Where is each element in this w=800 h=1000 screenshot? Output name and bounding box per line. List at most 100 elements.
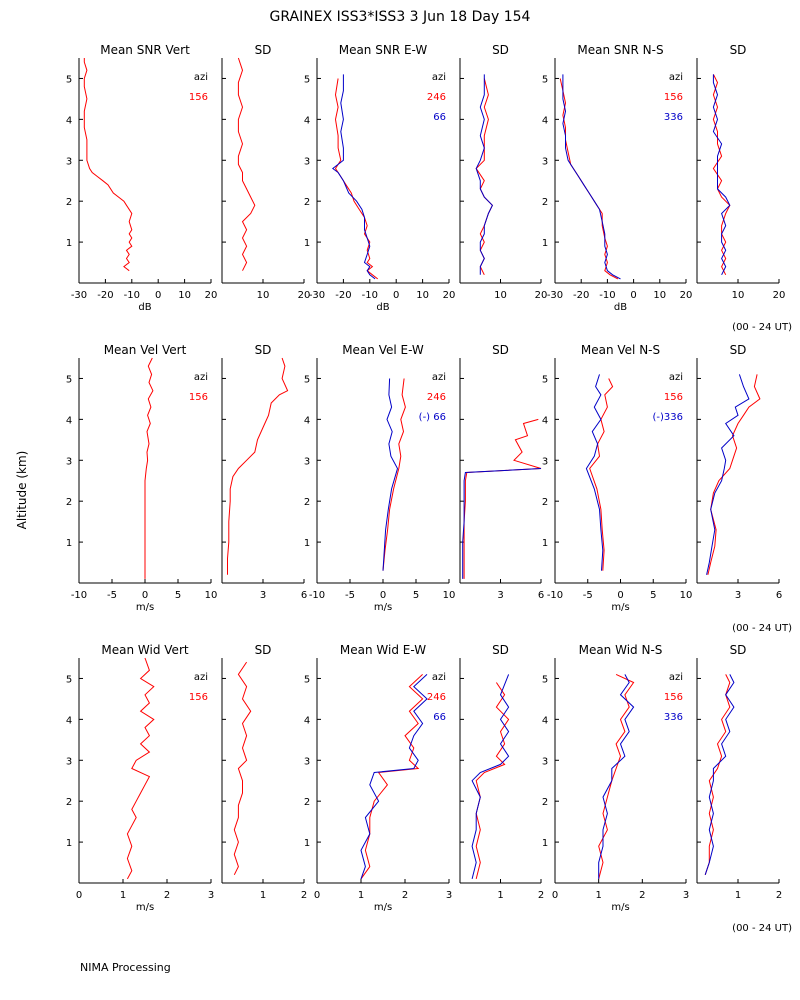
x-tick-label: 0 bbox=[630, 290, 636, 301]
x-tick-label: -10 bbox=[547, 590, 563, 601]
y-tick-label: 3 bbox=[304, 456, 310, 467]
y-tick-label: 3 bbox=[304, 756, 310, 767]
series-line-blue bbox=[462, 468, 542, 579]
y-tick-label: 5 bbox=[304, 374, 310, 385]
x-tick-label: 20 bbox=[680, 290, 693, 301]
y-tick-label: 2 bbox=[542, 797, 548, 808]
x-tick-label: 2 bbox=[402, 890, 408, 901]
y-tick-label: 4 bbox=[542, 415, 548, 426]
legend-azi-label: azi bbox=[669, 72, 683, 83]
y-tick-label: 1 bbox=[542, 238, 548, 249]
panel-title: SD bbox=[730, 643, 747, 657]
x-axis-label: dB bbox=[614, 302, 627, 313]
panel-wid-1: 1 2 3 4 5 0 1 2 3 Mean Wid Vert m/s azi 156 bbox=[66, 643, 214, 913]
x-tick-label: 0 bbox=[155, 290, 161, 301]
x-axis-label: dB bbox=[376, 302, 389, 313]
series-line-blue bbox=[712, 74, 731, 276]
series-line-red bbox=[233, 661, 252, 876]
legend-azi-label: azi bbox=[432, 372, 446, 383]
y-tick-label: 3 bbox=[304, 156, 310, 167]
x-tick-label: 10 bbox=[680, 590, 693, 601]
panel-vel-1: 1 2 3 4 5 -10 -5 0 5 10 Mean Vel Vert m/s azi 156 bbox=[66, 343, 218, 613]
x-tick-label: 6 bbox=[301, 590, 307, 601]
legend-azi-label: azi bbox=[669, 372, 683, 383]
series-line-blue bbox=[704, 674, 735, 875]
x-tick-label: 0 bbox=[393, 290, 399, 301]
series-line-red bbox=[559, 78, 619, 280]
legend-entry-red: 246 bbox=[427, 692, 446, 703]
x-tick-label: -30 bbox=[71, 290, 87, 301]
x-tick-label: 20 bbox=[443, 290, 456, 301]
series-line-red bbox=[334, 78, 379, 280]
legend-entry-red: 156 bbox=[664, 692, 683, 703]
x-tick-label: 0 bbox=[380, 590, 386, 601]
x-tick-label: 3 bbox=[735, 590, 741, 601]
y-tick-label: 3 bbox=[66, 456, 72, 467]
series-line-blue bbox=[471, 674, 510, 880]
legend-entry-red: 156 bbox=[189, 392, 208, 403]
x-tick-label: -30 bbox=[547, 290, 563, 301]
x-tick-label: 1 bbox=[358, 890, 364, 901]
x-axis-label: dB bbox=[138, 302, 151, 313]
legend-entry-blue: 336 bbox=[664, 712, 683, 723]
y-tick-label: 4 bbox=[542, 115, 548, 126]
y-tick-label: 1 bbox=[304, 238, 310, 249]
y-tick-label: 4 bbox=[304, 115, 310, 126]
panel-title: SD bbox=[255, 643, 272, 657]
panel-vel-2: 3 6 SD bbox=[221, 343, 307, 601]
y-tick-label: 5 bbox=[66, 674, 72, 685]
legend-entry-red: 156 bbox=[664, 92, 683, 103]
x-tick-label: 2 bbox=[164, 890, 170, 901]
x-tick-label: -20 bbox=[335, 290, 351, 301]
series-line-red bbox=[475, 682, 510, 880]
x-tick-label: 3 bbox=[446, 890, 452, 901]
series-line-red bbox=[589, 378, 614, 571]
y-tick-label: 5 bbox=[542, 374, 548, 385]
x-tick-label: 20 bbox=[205, 290, 218, 301]
panel-title: SD bbox=[255, 343, 272, 357]
panel-snr-3: 1 2 3 4 5 -30 -20 -10 0 10 20 Mean SNR E-W dB azi 246 6… bbox=[304, 43, 456, 313]
x-tick-label: -10 bbox=[362, 290, 378, 301]
time-range-label-wid: (00 - 24 UT) bbox=[732, 923, 792, 934]
y-tick-label: 5 bbox=[66, 74, 72, 85]
x-tick-label: 1 bbox=[735, 890, 741, 901]
panel-vel-6: 3 6 SD bbox=[696, 343, 782, 601]
y-tick-label: 2 bbox=[542, 497, 548, 508]
y-tick-label: 5 bbox=[66, 374, 72, 385]
x-tick-label: 10 bbox=[205, 590, 218, 601]
legend-entry-red: 246 bbox=[427, 92, 446, 103]
panel-title: Mean SNR E-W bbox=[339, 43, 428, 57]
chart-row-wid: 1 2 3 4 5 0 1 2 3 Mean Wid Vert m/s azi 156 1 2 SD 1 2 3 4 5… bbox=[66, 643, 782, 913]
x-tick-label: 10 bbox=[178, 290, 191, 301]
x-tick-label: 5 bbox=[650, 590, 656, 601]
series-line-red bbox=[707, 374, 761, 575]
x-tick-label: 10 bbox=[257, 290, 270, 301]
y-tick-label: 4 bbox=[66, 115, 72, 126]
x-tick-label: -10 bbox=[71, 590, 87, 601]
legend-entry-red: 156 bbox=[664, 392, 683, 403]
series-line-blue bbox=[360, 674, 428, 880]
panel-wid-2: 1 2 SD bbox=[221, 643, 307, 901]
y-tick-label: 4 bbox=[304, 415, 310, 426]
y-tick-label: 3 bbox=[66, 156, 72, 167]
legend-entry-red: 246 bbox=[427, 392, 446, 403]
legend-entry-blue: 336 bbox=[664, 112, 683, 123]
x-tick-label: 20 bbox=[773, 290, 786, 301]
x-tick-label: 2 bbox=[301, 890, 307, 901]
x-tick-label: 1 bbox=[260, 890, 266, 901]
y-tick-label: 1 bbox=[304, 838, 310, 849]
panel-title: SD bbox=[730, 43, 747, 57]
x-tick-label: -30 bbox=[309, 290, 325, 301]
series-line-red bbox=[144, 357, 154, 579]
panel-title: Mean Vel E-W bbox=[342, 343, 424, 357]
x-tick-label: -10 bbox=[124, 290, 140, 301]
x-tick-label: 3 bbox=[497, 590, 503, 601]
series-line-red bbox=[227, 357, 289, 575]
y-tick-label: 1 bbox=[542, 838, 548, 849]
panel-wid-3: 1 2 3 4 5 0 1 2 3 Mean Wid E-W m/s azi 246 66 bbox=[304, 643, 452, 913]
series-line-blue bbox=[706, 374, 750, 575]
x-axis-label: m/s bbox=[611, 902, 629, 913]
panel-snr-2: 10 20 SD bbox=[221, 43, 310, 301]
y-tick-label: 5 bbox=[304, 674, 310, 685]
panel-title: SD bbox=[730, 343, 747, 357]
